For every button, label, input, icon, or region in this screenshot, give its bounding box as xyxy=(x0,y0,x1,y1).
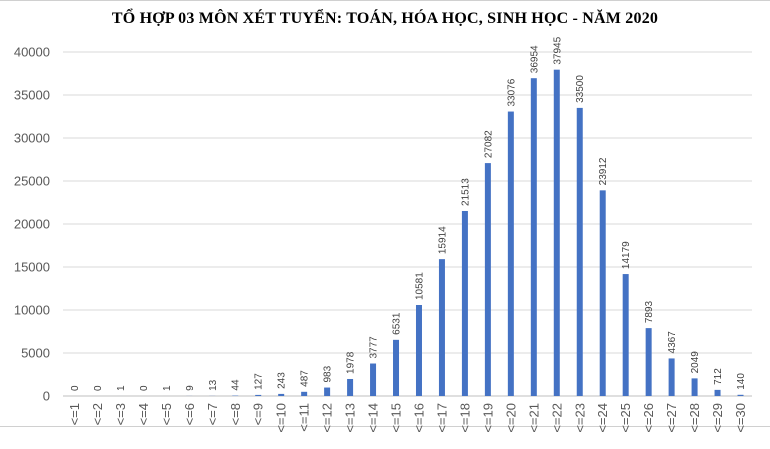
y-tick-label: 35000 xyxy=(14,88,50,103)
data-label: 712 xyxy=(713,368,724,385)
x-tick-label: <=10 xyxy=(274,403,289,433)
x-tick-label: <=27 xyxy=(664,403,679,433)
x-tick-label: <=25 xyxy=(618,403,633,433)
data-label: 1978 xyxy=(346,351,357,374)
data-label: 243 xyxy=(277,372,288,389)
x-tick-label: <=5 xyxy=(159,403,174,425)
bar xyxy=(255,394,262,396)
y-tick-label: 20000 xyxy=(14,217,50,232)
y-tick-label: 0 xyxy=(43,389,50,404)
data-label: 21513 xyxy=(460,178,471,206)
x-tick-label: <=11 xyxy=(297,403,312,432)
bottom-border xyxy=(0,426,770,427)
data-label: 44 xyxy=(231,379,242,391)
data-label: 36954 xyxy=(529,45,540,73)
bar xyxy=(737,394,744,396)
x-tick-label: <=20 xyxy=(503,403,518,433)
bar xyxy=(347,378,354,396)
bar xyxy=(301,391,308,396)
bar xyxy=(622,274,629,396)
data-label: 3777 xyxy=(369,336,380,359)
bar xyxy=(507,111,514,397)
bar xyxy=(576,107,583,397)
x-tick-label: <=18 xyxy=(457,403,472,433)
data-label: 10581 xyxy=(414,272,425,300)
x-tick-label: <=17 xyxy=(434,403,449,433)
data-label: 33076 xyxy=(506,78,517,106)
data-label: 0 xyxy=(93,385,104,391)
y-tick-label: 5000 xyxy=(21,346,50,361)
x-tick-label: <=19 xyxy=(480,403,495,433)
y-tick-label: 10000 xyxy=(14,303,50,318)
data-label: 1 xyxy=(116,385,127,391)
data-label: 4367 xyxy=(667,331,678,354)
data-label: 127 xyxy=(254,373,265,390)
bar xyxy=(599,190,606,396)
data-label: 0 xyxy=(70,385,81,391)
data-label: 15914 xyxy=(437,226,448,254)
data-label: 9 xyxy=(185,385,196,391)
bar xyxy=(714,389,721,396)
y-tick-label: 15000 xyxy=(14,260,50,275)
x-tick-label: <=8 xyxy=(228,403,243,425)
y-tick-label: 25000 xyxy=(14,174,50,189)
x-tick-label: <=23 xyxy=(572,403,587,433)
data-label: 33500 xyxy=(575,75,586,103)
x-tick-label: <=13 xyxy=(343,403,358,433)
bar xyxy=(668,358,675,396)
x-tick-label: <=6 xyxy=(182,403,197,425)
x-tick-label: <=7 xyxy=(205,403,220,425)
bar xyxy=(438,259,445,396)
bar xyxy=(553,69,560,396)
bar xyxy=(415,305,422,396)
x-tick-label: <=3 xyxy=(113,403,128,425)
data-label: 23912 xyxy=(598,157,609,185)
bar xyxy=(691,378,698,396)
x-tick-label: <=1 xyxy=(67,403,82,425)
data-label: 13 xyxy=(208,379,219,391)
x-tick-label: <=22 xyxy=(549,403,564,433)
x-tick-label: <=29 xyxy=(710,403,725,433)
bar xyxy=(324,387,331,396)
x-tick-label: <=16 xyxy=(411,403,426,433)
x-tick-label: <=26 xyxy=(641,403,656,433)
data-label: 487 xyxy=(300,370,311,387)
x-tick-label: <=14 xyxy=(366,403,381,433)
data-label: 37945 xyxy=(552,36,563,64)
x-tick-label: <=4 xyxy=(136,403,151,425)
bar xyxy=(370,363,377,396)
bar xyxy=(393,339,400,396)
data-label: 1 xyxy=(162,385,173,391)
x-tick-label: <=30 xyxy=(733,403,748,433)
bar xyxy=(530,78,537,396)
bar xyxy=(461,210,468,396)
x-tick-label: <=24 xyxy=(595,403,610,433)
x-tick-label: <=28 xyxy=(687,403,702,433)
x-tick-label: <=2 xyxy=(90,403,105,425)
data-label: 0 xyxy=(139,385,150,391)
y-tick-label: 30000 xyxy=(14,131,50,146)
x-tick-label: <=15 xyxy=(389,403,404,433)
data-label: 2049 xyxy=(690,351,701,374)
data-label: 14179 xyxy=(621,241,632,269)
data-label: 983 xyxy=(323,365,334,382)
data-label: 27082 xyxy=(483,130,494,158)
data-label: 140 xyxy=(736,373,747,390)
x-tick-label: <=9 xyxy=(251,403,266,425)
bar xyxy=(484,163,491,396)
data-label: 7893 xyxy=(644,300,655,323)
y-tick-label: 40000 xyxy=(14,45,50,60)
chart-title: TỔ HỢP 03 MÔN XÉT TUYỂN: TOÁN, HÓA HỌC, … xyxy=(111,10,659,27)
bar xyxy=(645,328,652,396)
x-tick-label: <=12 xyxy=(320,403,335,433)
bar xyxy=(278,393,285,396)
x-tick-label: <=21 xyxy=(526,403,541,433)
top-border xyxy=(0,0,770,1)
data-label: 6531 xyxy=(392,312,403,335)
